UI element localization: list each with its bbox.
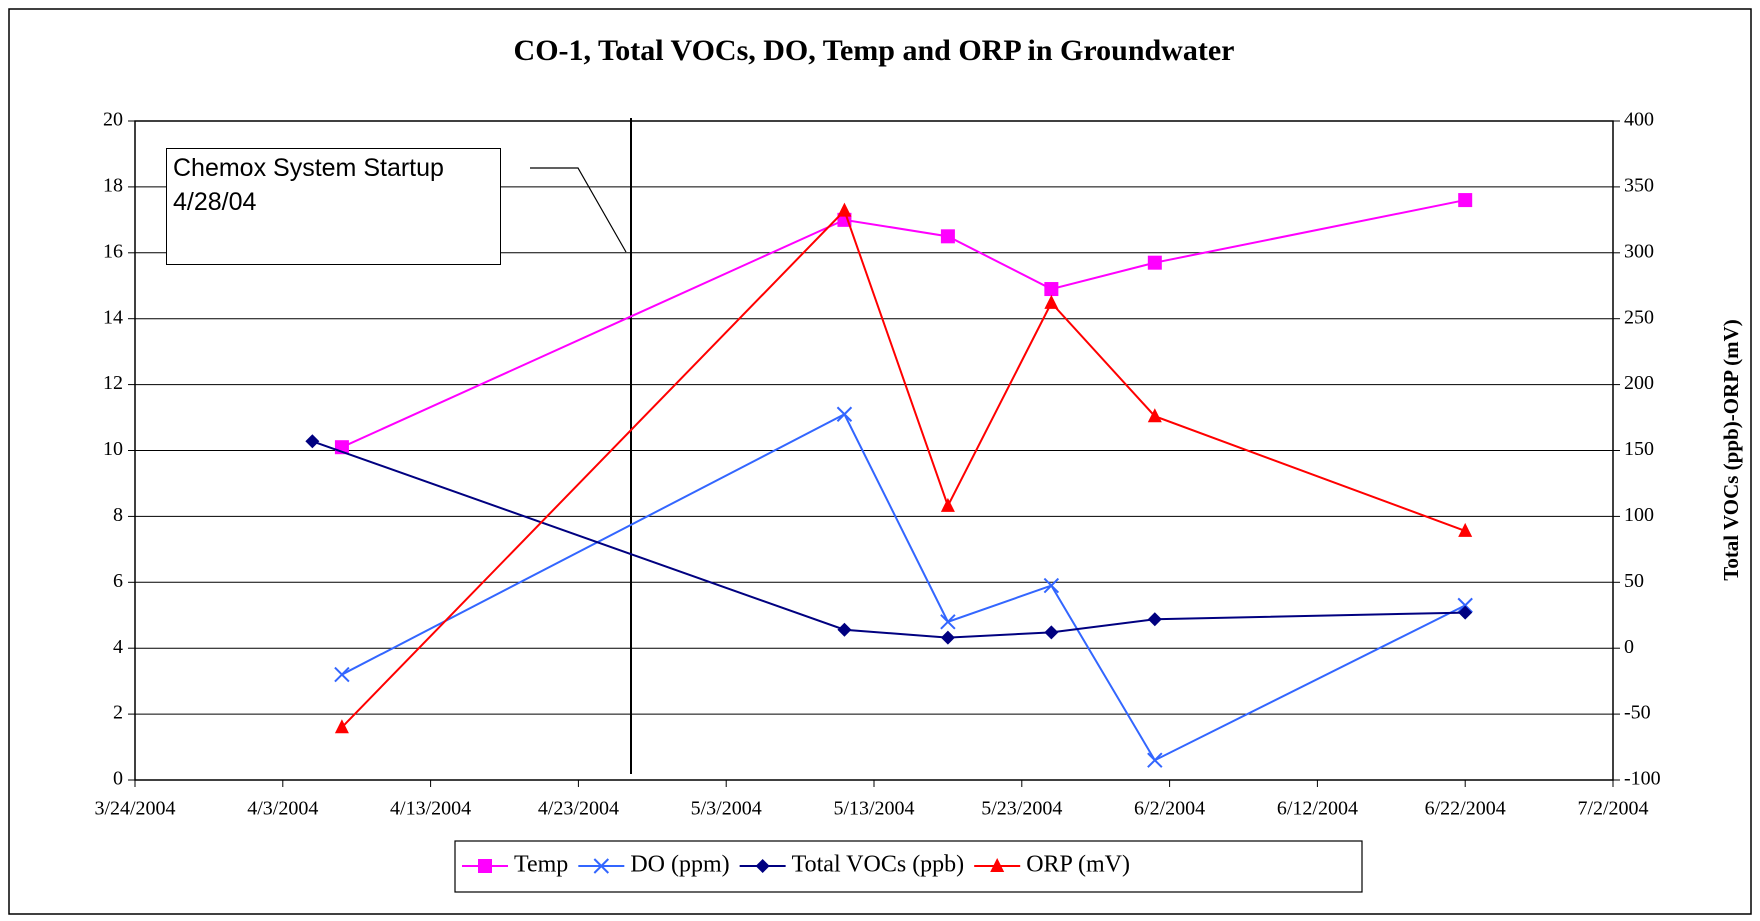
data-point <box>1044 625 1059 640</box>
data-point <box>1147 408 1162 423</box>
y2-tick-label: 200 <box>1624 372 1654 394</box>
legend-marker <box>593 858 610 874</box>
y2-tick-label: 250 <box>1624 306 1654 328</box>
x-tick-label: 6/12/2004 <box>1277 798 1358 820</box>
y-tick-label: 18 <box>103 174 123 196</box>
data-point <box>1457 597 1473 614</box>
data-point <box>940 229 955 244</box>
legend-label: Temp <box>514 852 568 878</box>
data-point <box>1458 605 1473 620</box>
data-point <box>1147 255 1162 270</box>
data-point <box>1458 522 1473 537</box>
data-point <box>1043 577 1060 594</box>
plot-frame <box>134 120 1614 781</box>
data-point <box>837 202 852 217</box>
x-tick-label: 6/22/2004 <box>1425 798 1506 820</box>
data-point <box>836 406 853 422</box>
y2-tick-label: 150 <box>1624 438 1654 460</box>
legend-marker <box>990 858 1005 872</box>
data-point <box>1044 294 1059 309</box>
y-tick-label: 0 <box>113 768 123 790</box>
series-line <box>312 440 1466 639</box>
y2-tick-label: 350 <box>1624 174 1654 196</box>
data-point <box>1147 752 1163 768</box>
x-tick-label: 3/24/2004 <box>94 798 175 820</box>
series-line <box>341 208 1466 728</box>
y-tick-label: 14 <box>103 306 123 328</box>
x-tick-label: 4/23/2004 <box>538 798 619 820</box>
x-tick-label: 4/13/2004 <box>390 798 471 820</box>
legend-marker <box>755 859 770 873</box>
annotation-leader <box>530 167 627 253</box>
legend-label: ORP (mV) <box>1026 852 1130 878</box>
data-point <box>940 614 956 630</box>
y2-tick-label: 300 <box>1624 240 1654 262</box>
annotation: Chemox System Startup 4/28/04 <box>166 148 501 265</box>
data-point <box>305 434 320 449</box>
data-point <box>940 630 955 645</box>
y2-tick-label: -50 <box>1624 702 1651 724</box>
x-tick-label: 5/23/2004 <box>981 798 1062 820</box>
data-point <box>940 497 955 512</box>
data-point <box>1044 282 1059 297</box>
legend-label: DO (ppm) <box>630 852 729 878</box>
y2-tick-label: -100 <box>1624 768 1661 790</box>
y2-tick-label: 100 <box>1624 504 1654 526</box>
y-tick-label: 16 <box>103 240 123 262</box>
x-tick-label: 7/2/2004 <box>1577 798 1648 820</box>
y-tick-label: 20 <box>103 109 123 131</box>
x-tick-label: 6/2/2004 <box>1134 798 1205 820</box>
y-tick-label: 8 <box>113 504 123 526</box>
y2-tick-label: 50 <box>1624 570 1644 592</box>
y-tick-label: 2 <box>113 702 123 724</box>
x-tick-label: 5/3/2004 <box>691 798 762 820</box>
chart-title: CO-1, Total VOCs, DO, Temp and ORP in Gr… <box>514 34 1235 67</box>
data-point <box>334 666 350 683</box>
series-line <box>341 199 1466 449</box>
x-tick-label: 5/13/2004 <box>833 798 914 820</box>
y2-tick-label: 400 <box>1624 109 1654 131</box>
y-tick-label: 4 <box>113 636 123 658</box>
y-tick-label: 10 <box>103 438 123 460</box>
y-tick-label: 12 <box>103 372 123 394</box>
y2-tick-label: 0 <box>1624 636 1634 658</box>
data-point <box>837 622 852 637</box>
y-tick-label: 6 <box>113 570 123 592</box>
chart-border <box>8 8 1752 915</box>
x-tick-label: 4/3/2004 <box>247 798 318 820</box>
legend-marker <box>478 859 492 873</box>
data-point <box>1458 193 1473 208</box>
data-point <box>334 719 349 734</box>
data-point <box>1147 612 1162 627</box>
y2-axis-label: Total VOCs (ppb)-ORP (mV) <box>1719 319 1743 581</box>
series-line <box>341 412 1466 762</box>
legend-label: Total VOCs (ppb) <box>792 852 965 878</box>
